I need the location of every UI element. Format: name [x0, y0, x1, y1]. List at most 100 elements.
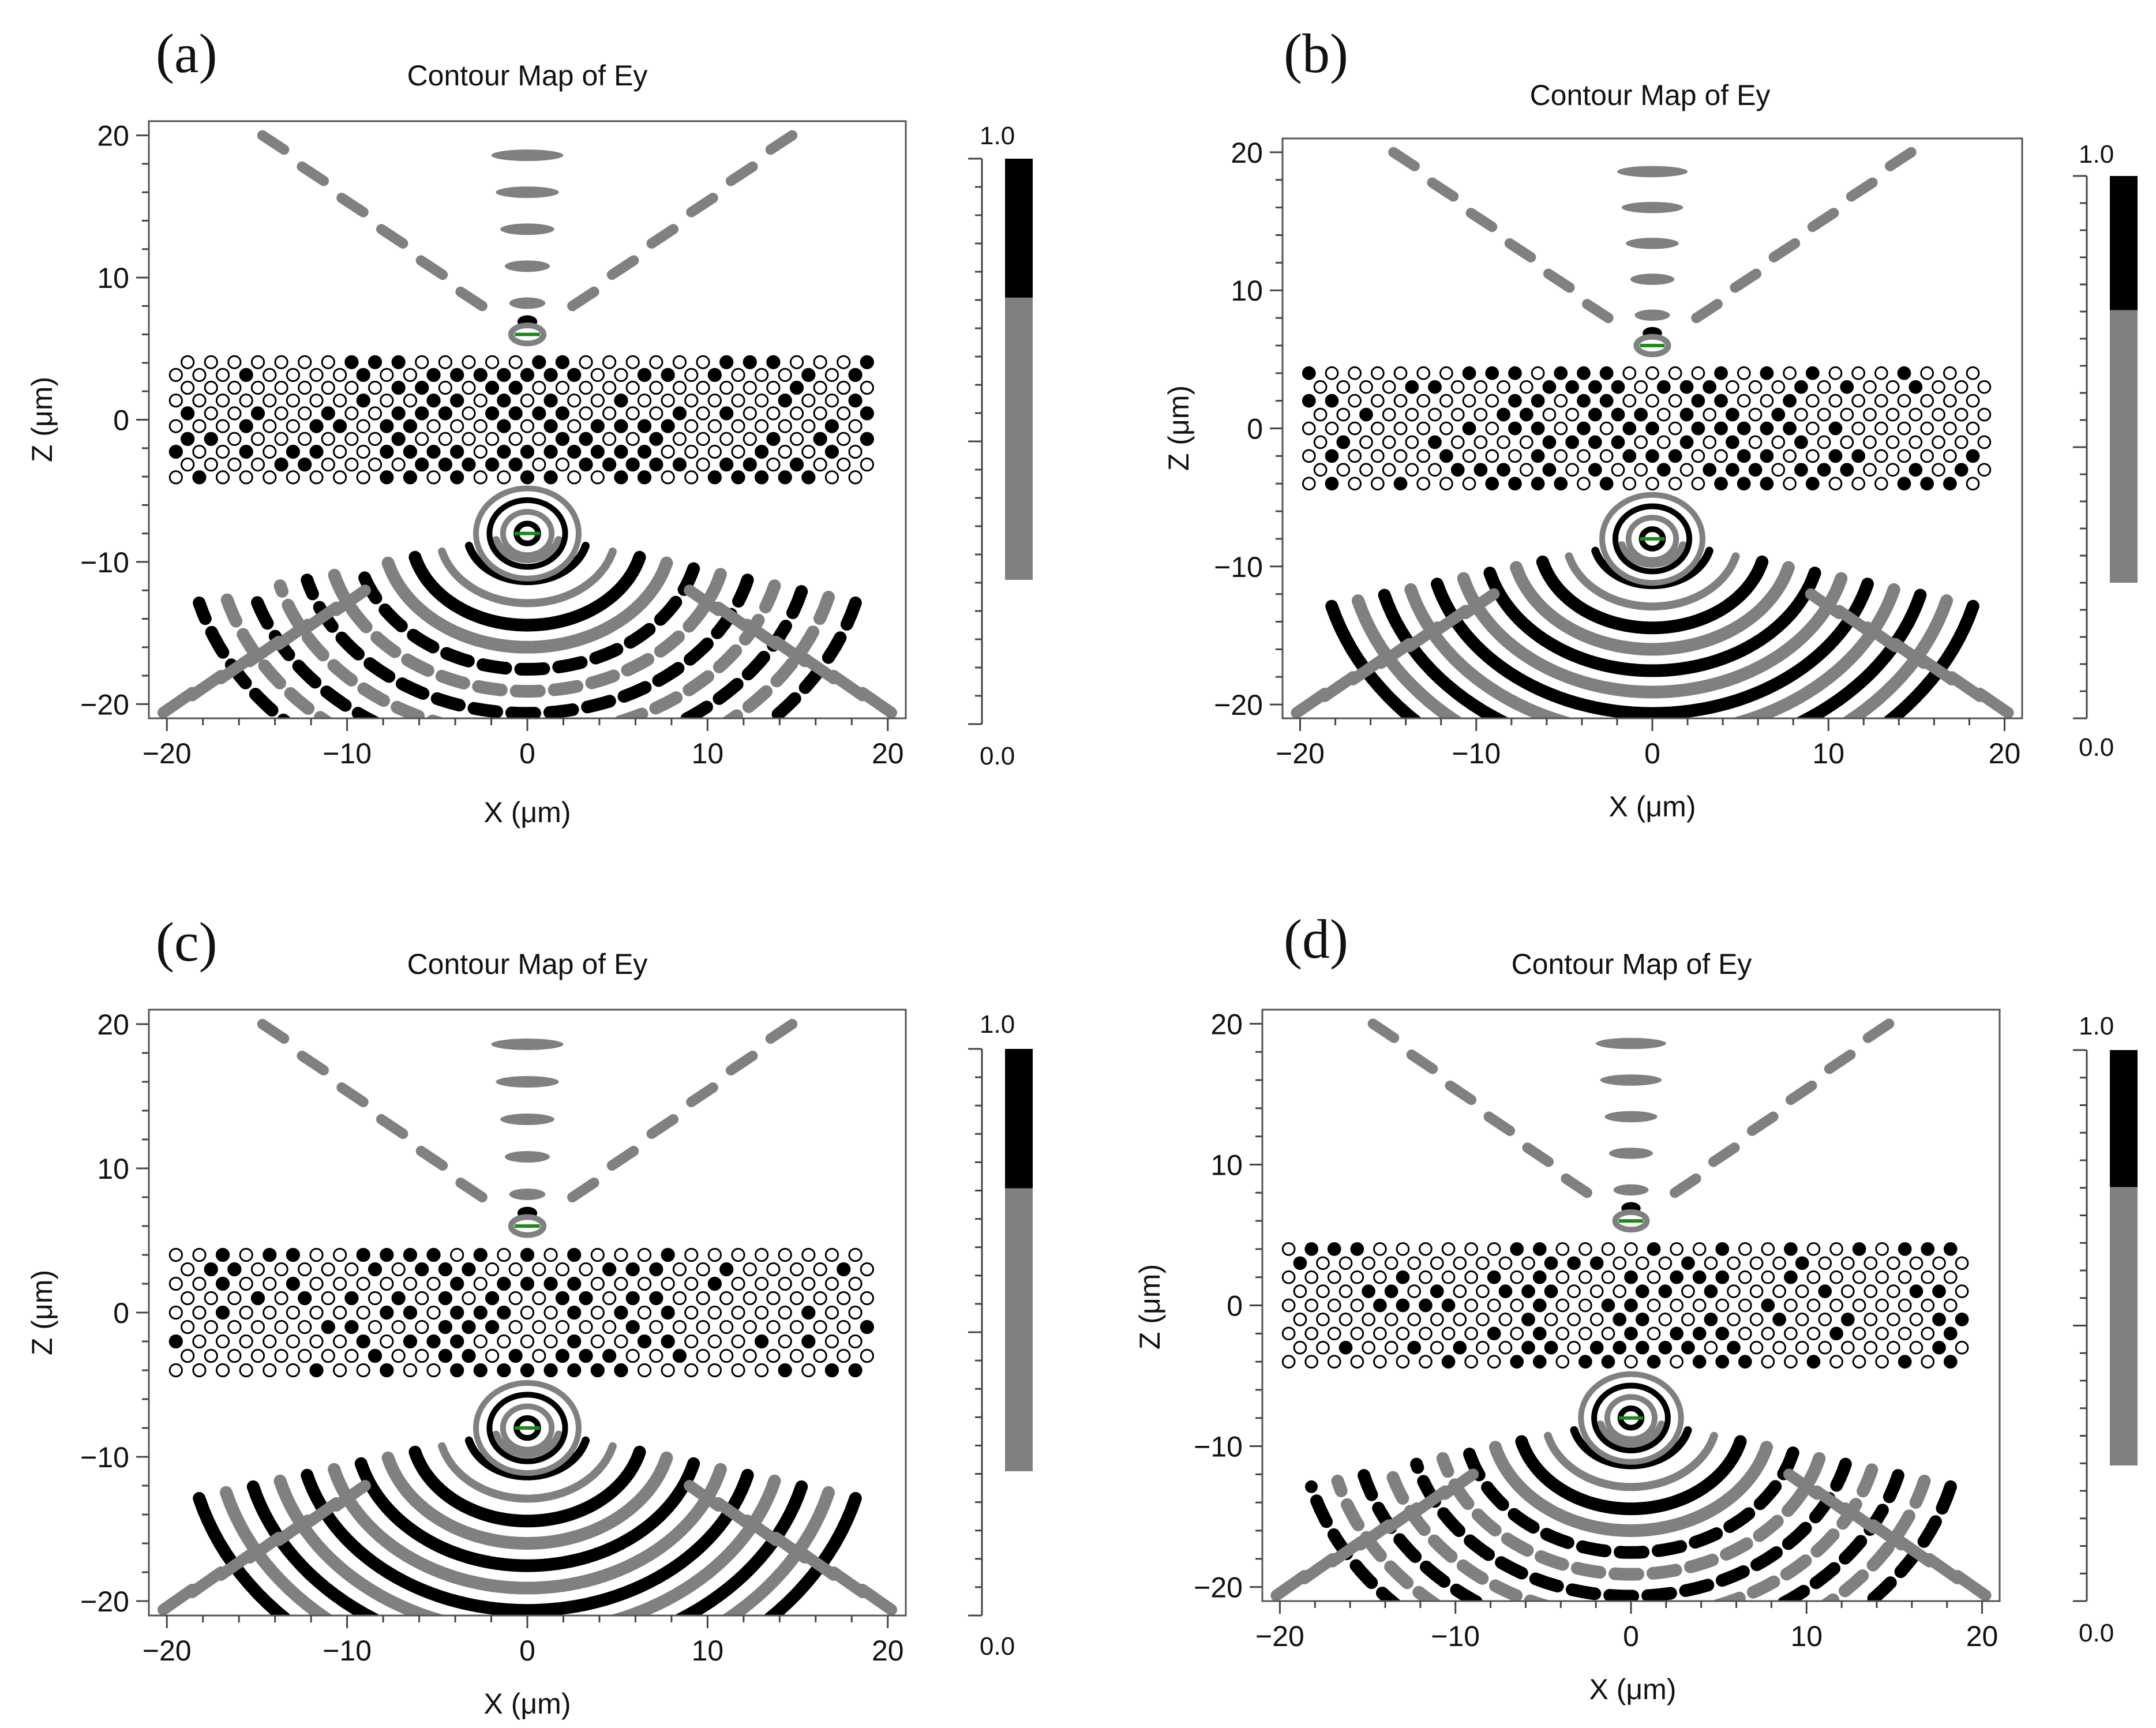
crystal-rod — [532, 1320, 546, 1335]
crystal-rod — [707, 444, 722, 459]
crystal-rod — [1555, 1326, 1570, 1341]
x-tick-label: 0 — [519, 737, 535, 770]
crystal-rod — [192, 419, 207, 433]
crystal-rod — [344, 1348, 359, 1363]
wave-arc — [1358, 1469, 1904, 1601]
crystal-rod — [380, 1334, 394, 1349]
crystal-rod — [181, 406, 195, 421]
crystal-rod — [555, 1262, 570, 1277]
crystal-rod — [309, 1276, 324, 1291]
upper-fringe — [606, 1146, 639, 1171]
crystal-rod — [426, 368, 441, 382]
crystal-rod — [298, 406, 312, 421]
crystal-rod — [520, 1305, 535, 1320]
crystal-rod — [754, 419, 769, 433]
crystal-rod — [1578, 1298, 1592, 1313]
crystal-rod — [661, 470, 675, 485]
crystal-rod — [1304, 1326, 1319, 1341]
crystal-rod — [543, 1334, 558, 1349]
crystal-rod — [1932, 407, 1945, 422]
crystal-rod — [1439, 477, 1453, 491]
crystal-rod — [579, 432, 593, 446]
crystal-rod — [625, 380, 640, 395]
wave-arc — [328, 1463, 727, 1595]
crystal-rod — [1601, 1355, 1615, 1369]
crystal-rod — [309, 444, 324, 459]
crystal-rod — [567, 470, 582, 485]
crystal-rod — [1748, 407, 1763, 422]
plot-title: Contour Map of Ey — [1530, 79, 1771, 111]
crystal-rod — [1691, 449, 1705, 463]
upper-fringe — [765, 1019, 798, 1044]
y-tick-label: −20 — [80, 688, 129, 721]
crystal-rod — [403, 368, 418, 382]
crystal-rod — [696, 355, 710, 369]
crystal-rod — [1921, 1326, 1935, 1341]
crystal-rod — [227, 458, 242, 472]
crystal-rod — [672, 406, 687, 421]
crystal-rod — [707, 1305, 722, 1320]
crystal-rod — [1338, 1256, 1353, 1270]
crystal-rod — [1966, 393, 1980, 408]
crystal-rod — [1909, 1284, 1923, 1298]
crystal-rod — [403, 1363, 418, 1378]
crystal-rod — [778, 1363, 792, 1378]
crystal-rod — [532, 355, 546, 369]
crystal-rod — [426, 419, 441, 433]
wave-arc — [193, 1492, 862, 1615]
crystal-rod — [1806, 1326, 1821, 1341]
crystal-rod — [1966, 477, 1980, 491]
crystal-rod — [1316, 1340, 1330, 1355]
crystal-rod — [1281, 1355, 1296, 1369]
colorbar-segment-gray — [2110, 1187, 2138, 1465]
crystal-rod — [672, 1291, 687, 1306]
crystal-rod — [743, 1262, 757, 1277]
crystal-rod — [649, 380, 663, 395]
crystal-rod — [1485, 449, 1499, 463]
crystal-rod — [1487, 1298, 1501, 1313]
upper-fringe — [1561, 1173, 1592, 1198]
crystal-rod — [1794, 463, 1808, 477]
crystal-rod — [837, 1320, 851, 1335]
crystal-rod — [250, 1262, 265, 1277]
crystal-rod — [661, 419, 675, 433]
crystal-rod — [321, 355, 335, 369]
crystal-rod — [368, 1262, 383, 1277]
crystal-rod — [1784, 1242, 1798, 1256]
wave-arc — [1510, 561, 1795, 656]
crystal-rod — [1439, 366, 1453, 380]
crystal-rod — [1771, 380, 1786, 394]
crystal-rod — [1727, 1256, 1741, 1270]
crystal-rod — [1382, 435, 1396, 449]
crystal-rod — [1897, 477, 1911, 491]
crystal-rod — [801, 1334, 816, 1349]
crystal-rod — [543, 1305, 558, 1320]
crystal-rod — [1932, 1340, 1946, 1355]
crystal-rod — [1405, 463, 1419, 477]
crystal-rod — [731, 393, 745, 408]
crystal-rod — [250, 1320, 265, 1335]
crystal-rod — [1613, 1340, 1627, 1355]
crystal-rod — [1703, 407, 1717, 422]
crystal-rod — [754, 1305, 769, 1320]
crystal-rod — [1476, 1340, 1490, 1355]
crystal-rod — [263, 1276, 277, 1291]
crystal-rod — [532, 458, 546, 472]
axial-fringe — [1596, 1037, 1666, 1049]
crystal-rod — [473, 1305, 488, 1320]
crystal-rod — [824, 1334, 839, 1349]
crystal-rod — [1473, 407, 1488, 422]
axial-fringe — [1613, 1184, 1649, 1196]
crystal-rod — [333, 1247, 347, 1262]
crystal-rod — [1599, 393, 1614, 408]
upper-fringe — [336, 1082, 369, 1107]
crystal-rod — [1898, 1355, 1912, 1369]
crystal-rod — [286, 1363, 301, 1378]
crystal-rod — [1325, 366, 1339, 380]
wave-arc — [1383, 1463, 1878, 1601]
crystal-rod — [1362, 1284, 1375, 1298]
crystal-rod — [380, 1305, 394, 1320]
crystal-rod — [707, 1276, 722, 1291]
crystal-rod — [1613, 1284, 1627, 1298]
crystal-rod — [1327, 1298, 1341, 1313]
